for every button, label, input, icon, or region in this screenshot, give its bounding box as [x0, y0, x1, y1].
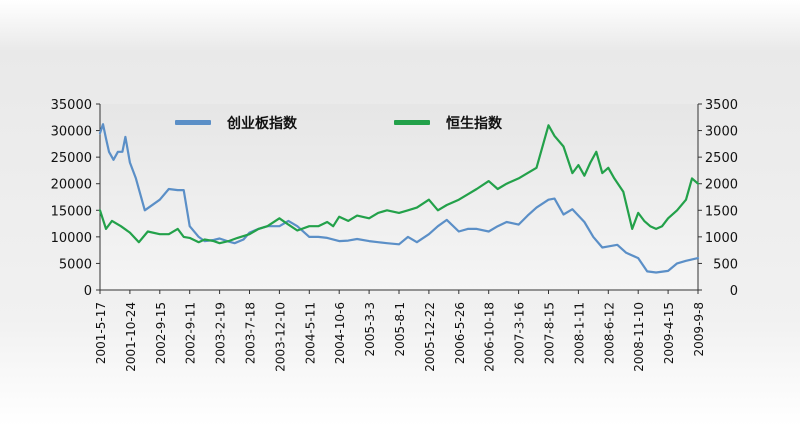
legend-swatch-1 [175, 120, 211, 125]
series-line-2 [98, 124, 700, 245]
x-tick-label: 2008-1-11 [572, 302, 586, 364]
legend-label-2: 恒生指数 [446, 115, 503, 132]
x-tick-label: 2002-9-15 [154, 302, 168, 364]
x-tick-label: 2001-5-17 [94, 302, 108, 364]
left-tick-label: 35000 [51, 98, 92, 113]
left-tick-label: 20000 [51, 178, 92, 193]
x-tick-label: 2005-12-22 [423, 302, 437, 372]
x-tick-label: 2006-5-26 [453, 302, 467, 364]
x-tick-label: 2004-10-6 [333, 302, 347, 364]
x-tick-label: 2003-2-19 [214, 302, 228, 364]
left-tick-label: 30000 [51, 125, 92, 140]
x-tick-label: 2009-9-8 [692, 302, 706, 356]
left-tick-label: 25000 [51, 151, 92, 166]
series-line-1 [98, 123, 700, 274]
x-tick-label: 2001-10-24 [124, 302, 138, 372]
right-tick-label: 1000 [705, 231, 738, 246]
x-tick-label: 2007-8-15 [543, 302, 557, 364]
x-tick-label: 2004-5-11 [303, 302, 317, 364]
x-tick-label: 2006-10-18 [483, 302, 497, 372]
x-tick-label: 2009-4-15 [662, 302, 676, 364]
x-tick-label: 2008-11-10 [632, 302, 646, 372]
left-tick-label: 5000 [59, 257, 92, 272]
right-tick-label: 3000 [705, 125, 738, 140]
x-tick-label: 2008-6-12 [602, 302, 616, 364]
right-tick-label: 1500 [705, 204, 738, 219]
plot-area [100, 104, 698, 290]
right-tick-label: 3500 [705, 98, 738, 113]
right-tick-label: 2000 [705, 178, 738, 193]
left-tick-label: 10000 [51, 231, 92, 246]
x-tick-label: 2003-7-18 [244, 302, 258, 364]
right-tick-label: 2500 [705, 151, 738, 166]
left-tick-label: 15000 [51, 204, 92, 219]
x-tick-label: 2003-12-10 [273, 302, 287, 372]
right-tick-label: 0 [730, 284, 738, 299]
legend-label-1: 创业板指数 [226, 115, 298, 132]
x-tick-label: 2002-9-11 [184, 302, 198, 364]
x-tick-label: 2005-8-1 [393, 302, 407, 356]
right-tick-label: 500 [713, 257, 738, 272]
legend-swatch-2 [394, 120, 430, 125]
left-tick-label: 0 [84, 284, 92, 299]
x-tick-label: 2007-3-16 [513, 302, 527, 364]
x-tick-label: 2005-3-3 [363, 302, 377, 356]
